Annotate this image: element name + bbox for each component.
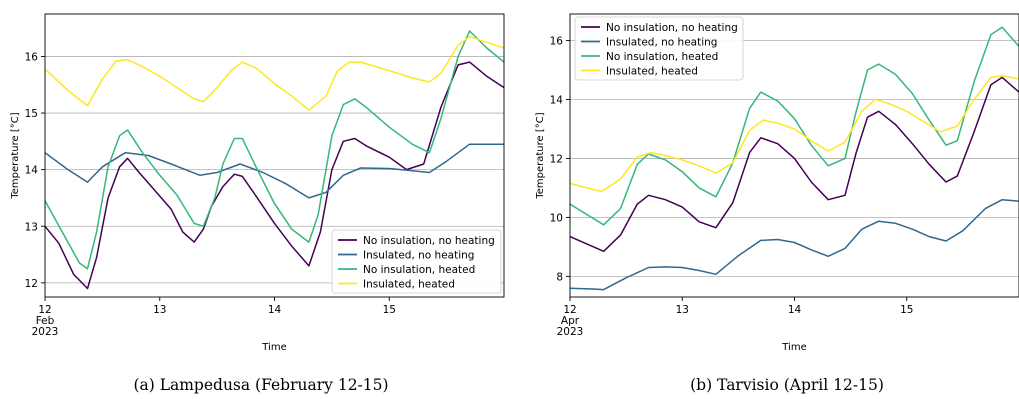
x-tick-label: 15	[900, 304, 913, 316]
x-tick-label: 2023	[32, 326, 59, 338]
series-line-no-ins-no-heat	[569, 76, 1019, 253]
y-tick-label: 8	[556, 271, 563, 283]
legend-box	[331, 229, 502, 294]
y-tick-label: 10	[550, 212, 563, 224]
y-tick-label: 14	[25, 165, 39, 177]
x-tick-label: 14	[268, 304, 282, 316]
legend-label: Insulated, heated	[363, 279, 455, 291]
legend-tarvisio: No insulation, no heating Insulated, no h…	[574, 16, 744, 81]
series-lines-tarvisio	[569, 26, 1019, 291]
y-tick-label: 12	[550, 153, 563, 165]
series-line-ins-heated	[44, 35, 505, 111]
series-lines-lampedusa	[44, 30, 505, 290]
x-tick-label: 13	[153, 304, 166, 316]
y-axis-label-tarvisio: Temperature [°C]	[535, 112, 546, 199]
x-tick-label: 12	[563, 304, 576, 316]
y-tick-label: 16	[25, 51, 39, 63]
legend-label: No insulation, no heating	[606, 22, 738, 34]
x-tick-label: 13	[676, 304, 689, 316]
legend-label: Insulated, no heating	[363, 250, 474, 262]
y-tick-label: 16	[550, 36, 564, 48]
x-tick-label: Apr	[561, 315, 580, 327]
caption-lampedusa: (a) Lampedusa (February 12-15)	[133, 376, 388, 394]
legend-label: No insulation, heated	[363, 264, 475, 276]
legend-label: No insulation, heated	[606, 51, 718, 63]
legend-box	[574, 16, 744, 81]
caption-tarvisio: (b) Tarvisio (April 12-15)	[690, 376, 884, 394]
series-line-ins-no-heat	[44, 143, 504, 199]
x-tick-label: 15	[383, 304, 396, 316]
y-tick-label: 15	[25, 108, 38, 120]
series-line-no-ins-heated	[569, 26, 1019, 226]
y-tick-label: 14	[550, 94, 564, 106]
series-line-ins-no-heat	[569, 198, 1019, 291]
x-axis-label-tarvisio: Time	[781, 342, 806, 353]
series-line-no-ins-no-heat	[44, 61, 505, 290]
x-tick-label: 2023	[557, 326, 584, 338]
legend-label: Insulated, no heating	[606, 37, 717, 49]
x-tick-label: 14	[788, 304, 802, 316]
series-line-ins-heated	[569, 75, 1019, 193]
y-tick-label: 13	[25, 221, 38, 233]
x-tick-label: 12	[38, 304, 51, 316]
y-tick-label: 12	[25, 278, 38, 290]
y-axis-label-lampedusa: Temperature [°C]	[10, 112, 21, 199]
x-axis-label-lampedusa: Time	[261, 342, 286, 353]
x-tick-label: Feb	[36, 315, 55, 327]
series-line-no-ins-heated	[44, 30, 505, 270]
legend-label: Insulated, heated	[606, 66, 698, 78]
legend-label: No insulation, no heating	[363, 235, 495, 247]
legend-lampedusa: No insulation, no heating Insulated, no h…	[331, 229, 502, 294]
